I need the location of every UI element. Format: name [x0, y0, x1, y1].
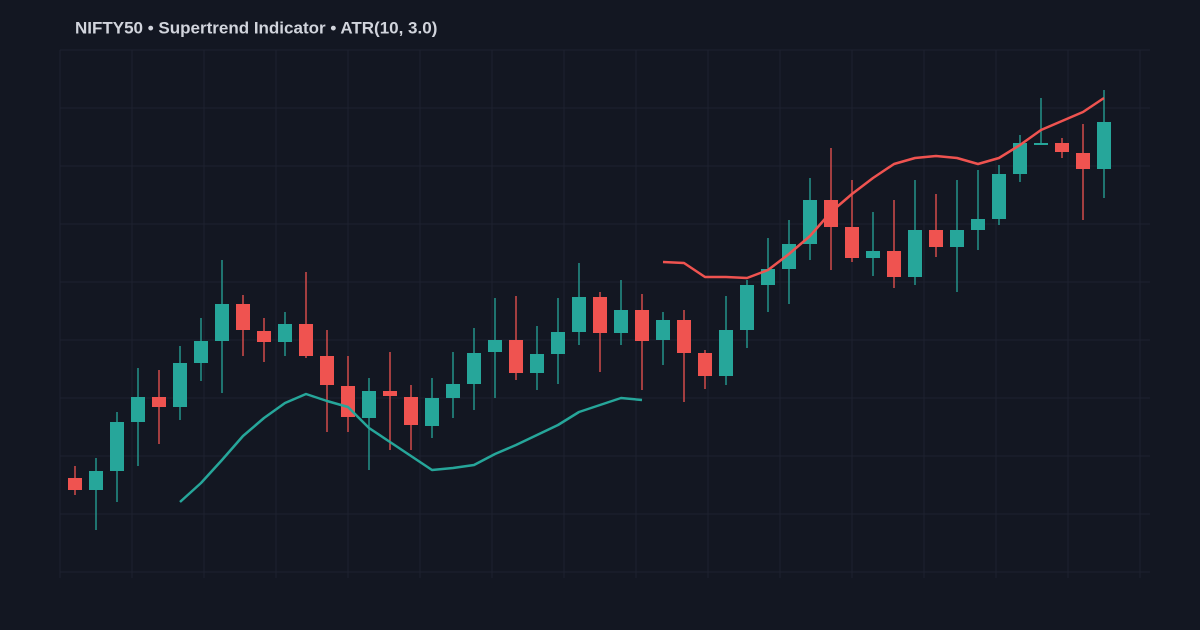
candle-body: [152, 397, 166, 407]
candle-body: [320, 356, 334, 385]
candle-body: [719, 330, 733, 376]
candle-body: [215, 304, 229, 341]
candle-body: [572, 297, 586, 332]
candle-body: [929, 230, 943, 247]
candle-body: [194, 341, 208, 363]
candle-body: [236, 304, 250, 330]
candle-body: [635, 310, 649, 341]
candle-body: [509, 340, 523, 373]
candle-body: [887, 251, 901, 277]
candle-body: [362, 391, 376, 418]
candle-body: [131, 397, 145, 422]
supertrend-line: [179, 392, 643, 503]
candle-body: [467, 353, 481, 384]
candle-body: [1034, 143, 1048, 145]
candle-body: [1055, 143, 1069, 152]
candle-body: [446, 384, 460, 398]
candle-body: [89, 471, 103, 490]
supertrend-line: [662, 96, 1105, 280]
candle-body: [677, 320, 691, 353]
candle-body: [992, 174, 1006, 219]
candle-body: [866, 251, 880, 258]
candle-body: [950, 230, 964, 247]
candle-body: [656, 320, 670, 340]
candle-body: [530, 354, 544, 373]
candle-body: [110, 422, 124, 471]
candle-body: [488, 340, 502, 352]
chart-title: NIFTY50 • Supertrend Indicator • ATR(10,…: [75, 18, 437, 37]
candle-body: [1076, 153, 1090, 169]
candle-body: [761, 269, 775, 285]
candle-body: [425, 398, 439, 426]
candle-body: [551, 332, 565, 354]
candle-body: [908, 230, 922, 277]
candle-body: [404, 397, 418, 425]
candle-body: [1097, 122, 1111, 169]
candle-body: [740, 285, 754, 330]
candle-body: [173, 363, 187, 407]
candle-body: [68, 478, 82, 490]
candle-body: [971, 219, 985, 230]
candle-body: [278, 324, 292, 342]
candle-body: [593, 297, 607, 333]
candle-body: [383, 391, 397, 396]
candle-body: [1013, 143, 1027, 174]
candle-body: [299, 324, 313, 356]
candle-body: [698, 353, 712, 376]
candle-body: [257, 331, 271, 342]
candle-body: [845, 227, 859, 258]
candle-body: [614, 310, 628, 333]
